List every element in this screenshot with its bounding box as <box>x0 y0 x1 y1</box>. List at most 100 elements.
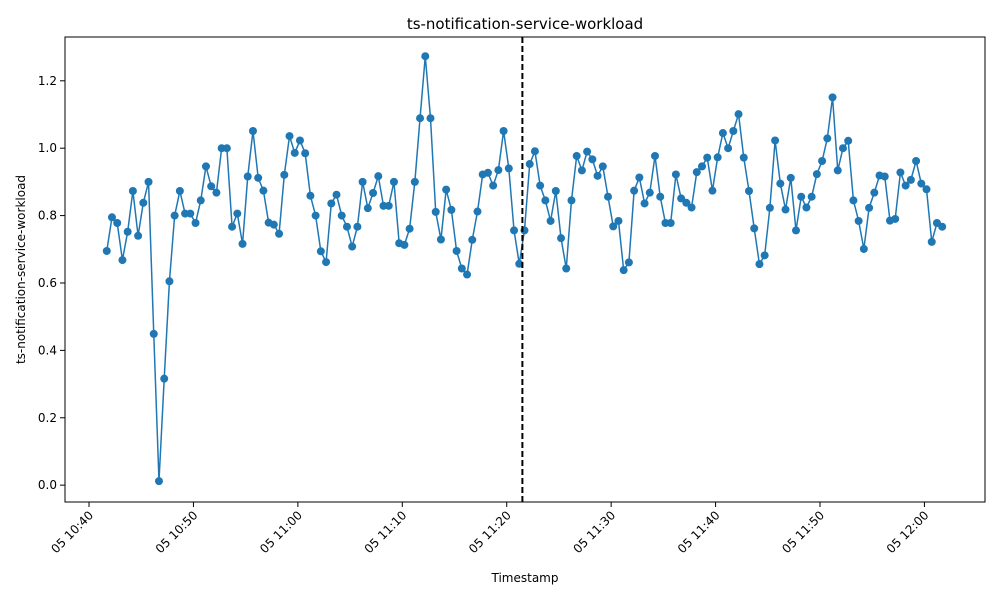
data-point <box>489 181 498 190</box>
data-point <box>196 196 205 205</box>
data-point <box>838 144 847 153</box>
data-point <box>222 144 231 153</box>
data-point <box>604 192 613 201</box>
data-point <box>243 172 252 181</box>
data-point <box>624 258 633 267</box>
data-point <box>113 219 122 227</box>
data-point <box>144 177 153 186</box>
data-point <box>400 240 409 249</box>
data-point <box>922 185 931 194</box>
data-point <box>238 239 247 248</box>
data-point <box>468 235 477 244</box>
data-point <box>656 192 665 201</box>
data-point <box>337 211 346 220</box>
data-point <box>154 477 163 486</box>
data-point <box>671 170 680 179</box>
data-point <box>165 277 174 286</box>
data-point <box>797 192 806 201</box>
data-point <box>280 170 289 179</box>
data-point <box>927 237 936 246</box>
data-point <box>729 127 738 136</box>
data-point <box>802 203 811 212</box>
data-point <box>755 260 764 269</box>
data-point <box>713 153 722 162</box>
data-point <box>442 185 451 194</box>
data-point <box>760 251 769 260</box>
y-tick-label: 0.6 <box>38 276 57 290</box>
data-point <box>186 209 195 218</box>
data-point <box>107 213 116 222</box>
data-point <box>358 177 367 186</box>
data-point <box>677 194 686 203</box>
data-point <box>703 153 712 162</box>
data-point <box>912 157 921 165</box>
data-point <box>682 198 691 207</box>
data-point <box>577 166 586 175</box>
data-point <box>128 186 137 195</box>
data-point <box>541 196 550 205</box>
plot-frame <box>64 36 986 503</box>
data-point <box>306 191 315 200</box>
data-point <box>865 203 874 212</box>
data-point <box>275 229 284 238</box>
data-point <box>849 196 858 205</box>
data-point <box>588 155 597 164</box>
data-point <box>635 173 644 182</box>
data-point <box>322 258 331 267</box>
data-point <box>818 157 827 165</box>
data-point <box>859 244 868 253</box>
data-point <box>207 182 216 191</box>
data-point <box>630 186 639 195</box>
data-point <box>880 172 889 181</box>
data-point <box>530 147 539 156</box>
data-point <box>374 172 383 181</box>
data-point <box>619 266 628 275</box>
data-point <box>139 198 148 207</box>
y-tick-label: 0.8 <box>38 209 57 223</box>
data-point <box>572 151 581 160</box>
data-point <box>510 226 519 235</box>
data-point <box>567 196 576 205</box>
data-point <box>901 181 910 190</box>
data-point <box>447 205 456 214</box>
data-point <box>473 207 482 216</box>
data-point <box>562 264 571 273</box>
y-tick-label: 1.0 <box>38 141 57 155</box>
data-point <box>536 181 545 190</box>
data-point <box>504 164 513 173</box>
data-point <box>463 270 472 279</box>
data-point <box>295 136 304 145</box>
data-point <box>739 153 748 162</box>
data-point <box>311 211 320 220</box>
data-point <box>405 224 414 233</box>
data-point <box>724 144 733 153</box>
data-point <box>421 52 430 61</box>
data-point <box>609 222 618 231</box>
data-point <box>708 186 717 195</box>
data-point <box>149 329 158 338</box>
data-point <box>285 132 294 141</box>
data-point <box>583 147 592 156</box>
data-point <box>718 129 727 138</box>
data-point <box>687 203 696 212</box>
y-tick-label: 0.2 <box>38 411 57 425</box>
data-point <box>369 189 378 198</box>
data-point <box>640 199 649 208</box>
data-point <box>269 220 278 229</box>
data-point <box>781 205 790 214</box>
data-point <box>426 114 435 123</box>
data-point <box>389 177 398 186</box>
data-point <box>823 134 832 143</box>
data-point <box>828 93 837 102</box>
data-point <box>233 209 242 218</box>
data-point <box>123 227 132 236</box>
data-point <box>134 231 143 240</box>
data-point <box>557 234 566 243</box>
data-point <box>175 186 184 195</box>
data-point <box>645 188 654 197</box>
y-tick-label: 0.0 <box>38 478 57 492</box>
data-point <box>248 127 257 136</box>
data-point <box>812 170 821 179</box>
data-point <box>102 246 111 255</box>
